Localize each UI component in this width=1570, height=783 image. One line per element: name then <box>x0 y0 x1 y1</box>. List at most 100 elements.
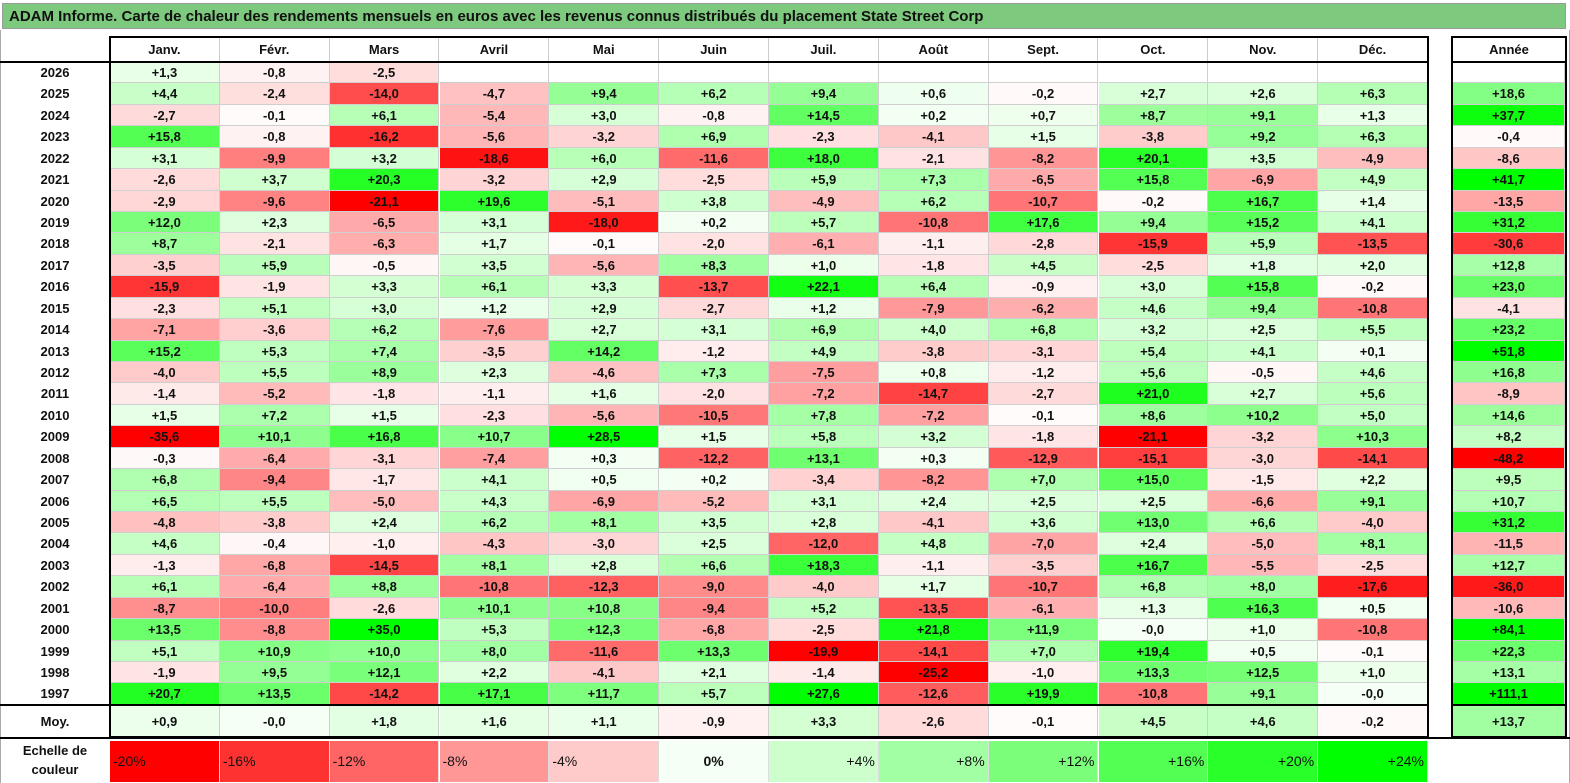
heatmap-cell: -6,8 <box>219 554 330 577</box>
year-label: 2015 <box>40 300 70 316</box>
heatmap-cell: +3,6 <box>988 512 1099 534</box>
annual-cell: -0,4 <box>1453 126 1565 148</box>
heatmap-cell: +9,4 <box>1208 297 1319 320</box>
heatmap-cell: -18,0 <box>549 212 660 234</box>
heatmap-cell: +3,5 <box>1208 147 1319 170</box>
annual-cell: +16,8 <box>1453 362 1565 384</box>
average-cell: -0,2 <box>1318 706 1428 737</box>
heatmap-cell: -16,2 <box>329 126 440 148</box>
heatmap-cell: +2,2 <box>1318 469 1428 491</box>
heatmap-cell: +6,8 <box>988 319 1099 341</box>
column-header: Mars <box>330 37 440 62</box>
heatmap-cell: +9,4 <box>769 83 879 105</box>
year-label: 2013 <box>40 343 70 359</box>
year-label: 2016 <box>40 279 70 295</box>
heatmap-cell: +5,5 <box>219 490 330 512</box>
heatmap-cell: +1,7 <box>878 576 989 598</box>
heatmap-cell: +13,5 <box>110 619 220 641</box>
average-cell: -0,9 <box>659 706 769 737</box>
heatmap-cell: -7,2 <box>769 383 879 405</box>
heatmap-cell: -4,0 <box>110 362 220 384</box>
heatmap-cell: -0,3 <box>110 447 220 470</box>
heatmap-cell: -21,1 <box>329 190 440 212</box>
heatmap-cell: -1,1 <box>878 554 989 577</box>
heatmap-cell: -25,2 <box>878 662 989 684</box>
heatmap-cell: -1,8 <box>988 426 1099 448</box>
year-label: 2012 <box>40 365 70 381</box>
heatmap-cell: -9,4 <box>219 469 330 491</box>
heatmap-cell: +5,7 <box>659 683 769 705</box>
average-cell: +4,5 <box>1098 706 1209 737</box>
year-label: 2001 <box>40 600 70 616</box>
column-header: Juil. <box>769 37 879 62</box>
heatmap-cell: +1,2 <box>769 297 879 320</box>
heatmap-cell: +3,0 <box>329 297 440 320</box>
annual-cell: +18,6 <box>1453 83 1565 105</box>
heatmap-cell: -14,5 <box>329 554 440 577</box>
heatmap-cell: -3,4 <box>769 469 879 491</box>
heatmap-cell: +9,1 <box>1208 104 1319 127</box>
heatmap-cell: +1,5 <box>988 126 1099 148</box>
heatmap-cell: -2,5 <box>659 169 769 191</box>
column-header: Août <box>879 37 989 62</box>
heatmap-cell: +6,9 <box>769 319 879 341</box>
heatmap-cell: -8,8 <box>219 619 330 641</box>
heatmap-cell: -6,4 <box>219 576 330 598</box>
heatmap-cell: +5,1 <box>219 297 330 320</box>
heatmap-cell: +2,5 <box>1098 490 1209 512</box>
heatmap-cell: +5,8 <box>769 426 879 448</box>
heatmap-cell: -8,2 <box>988 147 1099 170</box>
heatmap-cell: -9,0 <box>659 576 769 598</box>
heatmap-cell: -14,2 <box>329 683 440 705</box>
scale-stop: -8% <box>439 741 550 782</box>
annual-cell: +37,7 <box>1453 104 1565 127</box>
heatmap-cell: -5,0 <box>1208 533 1319 555</box>
annual-cell: +31,2 <box>1453 512 1565 534</box>
scale-stop: +24% <box>1318 741 1428 782</box>
header-divider <box>0 61 1429 63</box>
heatmap-cell: -18,6 <box>439 147 550 170</box>
heatmap-cell: +8,1 <box>439 554 550 577</box>
heatmap-cell: +1,5 <box>659 426 769 448</box>
annual-cell: +8,2 <box>1453 426 1565 448</box>
heatmap-cell: +13,0 <box>1098 512 1209 534</box>
heatmap-cell: +10,3 <box>1318 426 1428 448</box>
scale-stop: +20% <box>1208 741 1319 782</box>
heatmap-cell: -6,8 <box>659 619 769 641</box>
heatmap-cell: +2,8 <box>549 554 660 577</box>
heatmap-cell: -3,2 <box>1208 426 1319 448</box>
heatmap-cell: -3,1 <box>988 340 1099 362</box>
heatmap-cell: -3,8 <box>219 512 330 534</box>
heatmap-cell: -10,8 <box>1318 297 1428 320</box>
annual-column-header: Année <box>1489 42 1529 57</box>
heatmap-cell: -3,5 <box>439 340 550 362</box>
heatmap-cell: +6,6 <box>659 554 769 577</box>
heatmap-cell: +7,2 <box>219 404 330 427</box>
heatmap-cell: +3,8 <box>659 190 769 212</box>
column-header: Avril <box>440 37 550 62</box>
heatmap-cell: +6,3 <box>1318 83 1428 105</box>
heatmap-cell: +6,1 <box>329 104 440 127</box>
heatmap-cell: +10,1 <box>439 597 550 620</box>
heatmap-cell: +9,4 <box>549 83 660 105</box>
heatmap-cell: +13,5 <box>219 683 330 705</box>
heatmap-cell: -0,2 <box>1098 190 1209 212</box>
heatmap-cell: -4,1 <box>878 126 989 148</box>
heatmap-cell: -14,1 <box>878 640 989 662</box>
heatmap-cell: -4,0 <box>769 576 879 598</box>
year-label: 2002 <box>40 579 70 595</box>
heatmap-cell: -6,4 <box>219 447 330 470</box>
year-label: 2020 <box>40 193 70 209</box>
year-label: 2026 <box>40 65 70 80</box>
heatmap-cell: +0,2 <box>878 104 989 127</box>
heatmap-cell: +10,9 <box>219 640 330 662</box>
heatmap-cell: -2,7 <box>110 104 220 127</box>
heatmap-cell: +4,9 <box>769 340 879 362</box>
year-label: 2025 <box>40 86 70 102</box>
average-cell: -2,6 <box>878 706 989 737</box>
heatmap-cell: +6,2 <box>329 319 440 341</box>
heatmap-cell: -3,1 <box>329 447 440 470</box>
heatmap-cell: -6,5 <box>988 169 1099 191</box>
scale-stop: -16% <box>219 741 330 782</box>
heatmap-cell: -13,7 <box>659 276 769 298</box>
